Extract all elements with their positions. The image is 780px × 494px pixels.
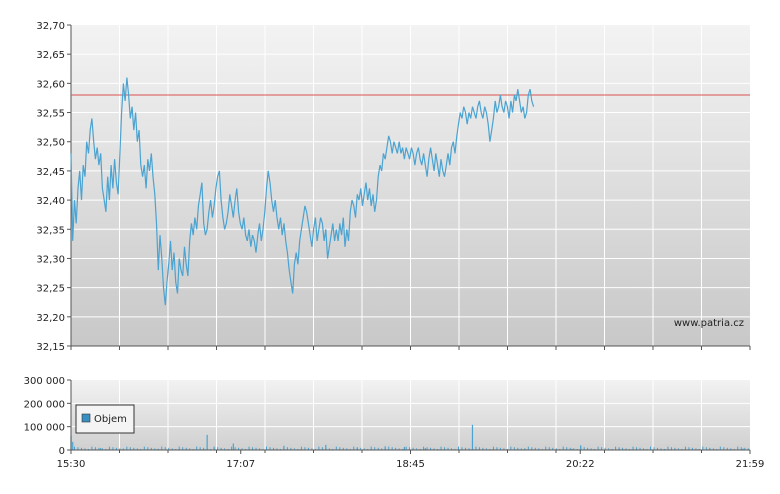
x-tick-label: 20:22 [566,459,595,470]
x-tick-label: 18:45 [396,459,425,470]
x-tick-label: 17:07 [226,459,255,470]
price-y-tick-label: 32,15 [36,342,65,353]
x-tick-label: 21:59 [736,459,765,470]
volume-y-tick-label: 300 000 [24,376,65,387]
price-y-tick-label: 32,45 [36,167,65,178]
price-y-tick-label: 32,40 [36,196,65,207]
price-y-tick-label: 32,25 [36,284,65,295]
volume-y-tick-label: 0 [59,446,65,457]
legend-label: Objem [94,414,127,425]
price-panel: 32,15 32,20 32,25 32,30 32,35 32,40 32,45 32,50… [36,21,751,353]
legend: Objem [75,404,135,434]
price-y-tick-label: 32,20 [36,313,65,324]
volume-y-tick-label: 100 000 [24,423,65,434]
price-y-tick-label: 32,30 [36,254,65,265]
price-y-tick-label: 32,70 [36,21,65,32]
volume-y-tick-label: 200 000 [24,399,65,410]
watermark: www.patria.cz [674,318,744,329]
price-y-tick-label: 32,65 [36,50,65,61]
price-y-tick-label: 32,50 [36,138,65,149]
legend-swatch [81,413,91,423]
x-tick-label: 15:30 [57,459,86,470]
volume-panel: 0 100 000 200 000 300 000 15:30 17:07 18:45 20:… [24,376,765,470]
price-y-tick-label: 32,35 [36,225,65,236]
price-y-tick-label: 32,55 [36,109,65,120]
price-series-line [70,77,535,306]
price-y-tick-label: 32,60 [36,79,65,90]
